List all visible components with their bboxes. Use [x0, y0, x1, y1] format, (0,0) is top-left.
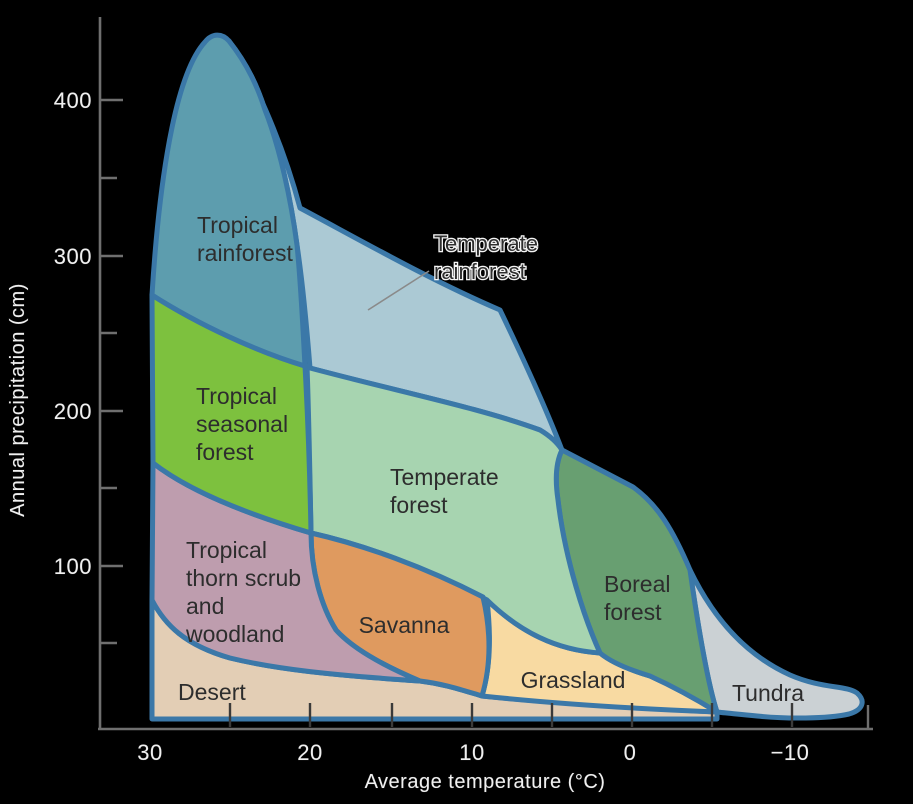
- region-tropical-rainforest: [149, 32, 308, 369]
- y-axis-title: Annual precipitation (cm): [7, 283, 29, 517]
- x-tick-label-20: 20: [297, 740, 322, 765]
- leader-line: [367, 270, 430, 311]
- x-axis-title: Average temperature (°C): [365, 771, 606, 793]
- label-tropical-thorn-4: woodland: [185, 621, 284, 647]
- region-labels: Tropical rainforest Tropical seasonal fo…: [178, 212, 804, 706]
- label-savanna: Savanna: [359, 612, 450, 638]
- x-tick-label-10: 10: [459, 740, 484, 765]
- axes: [98, 17, 873, 731]
- label-tropical-rainforest-2: rainforest: [197, 240, 293, 266]
- label-tropical-seasonal-1: Tropical: [196, 383, 277, 409]
- axis-tick-labels: 400 300 200 100 30 20 10 0 −10: [53, 88, 810, 766]
- x-tick-label-0: 0: [624, 740, 637, 765]
- label-tropical-seasonal-3: forest: [196, 439, 254, 465]
- label-temperate-forest-2: forest: [390, 492, 448, 518]
- biome-regions: [149, 32, 865, 722]
- y-tick-label-400: 400: [54, 88, 92, 113]
- label-tropical-thorn-1: Tropical: [186, 537, 267, 563]
- label-tropical-thorn-3: and: [186, 593, 224, 619]
- y-tick-label-200: 200: [54, 399, 92, 424]
- label-temperate-rainforest-1: Temperate: [434, 231, 538, 256]
- annotation-temperate-rainforest: Temperate rainforest: [367, 230, 539, 311]
- label-temperate-forest-1: Temperate: [390, 464, 499, 490]
- label-tropical-rainforest-1: Tropical: [197, 212, 278, 238]
- label-tropical-thorn-2: thorn scrub: [186, 565, 301, 591]
- label-tropical-seasonal-2: seasonal: [196, 411, 288, 437]
- label-temperate-rainforest-2: rainforest: [434, 259, 526, 284]
- label-boreal-forest-2: forest: [604, 599, 662, 625]
- y-tick-label-100: 100: [54, 554, 92, 579]
- axis-titles: Average temperature (°C) Annual precipit…: [7, 283, 606, 793]
- label-grassland: Grassland: [521, 667, 626, 693]
- label-tundra: Tundra: [732, 680, 804, 706]
- label-desert: Desert: [178, 679, 246, 705]
- y-tick-label-300: 300: [54, 244, 92, 269]
- x-tick-label-30: 30: [137, 740, 162, 765]
- x-ticks: [228, 703, 794, 727]
- x-tick-label-minus10: −10: [771, 740, 810, 765]
- label-boreal-forest-1: Boreal: [604, 571, 670, 597]
